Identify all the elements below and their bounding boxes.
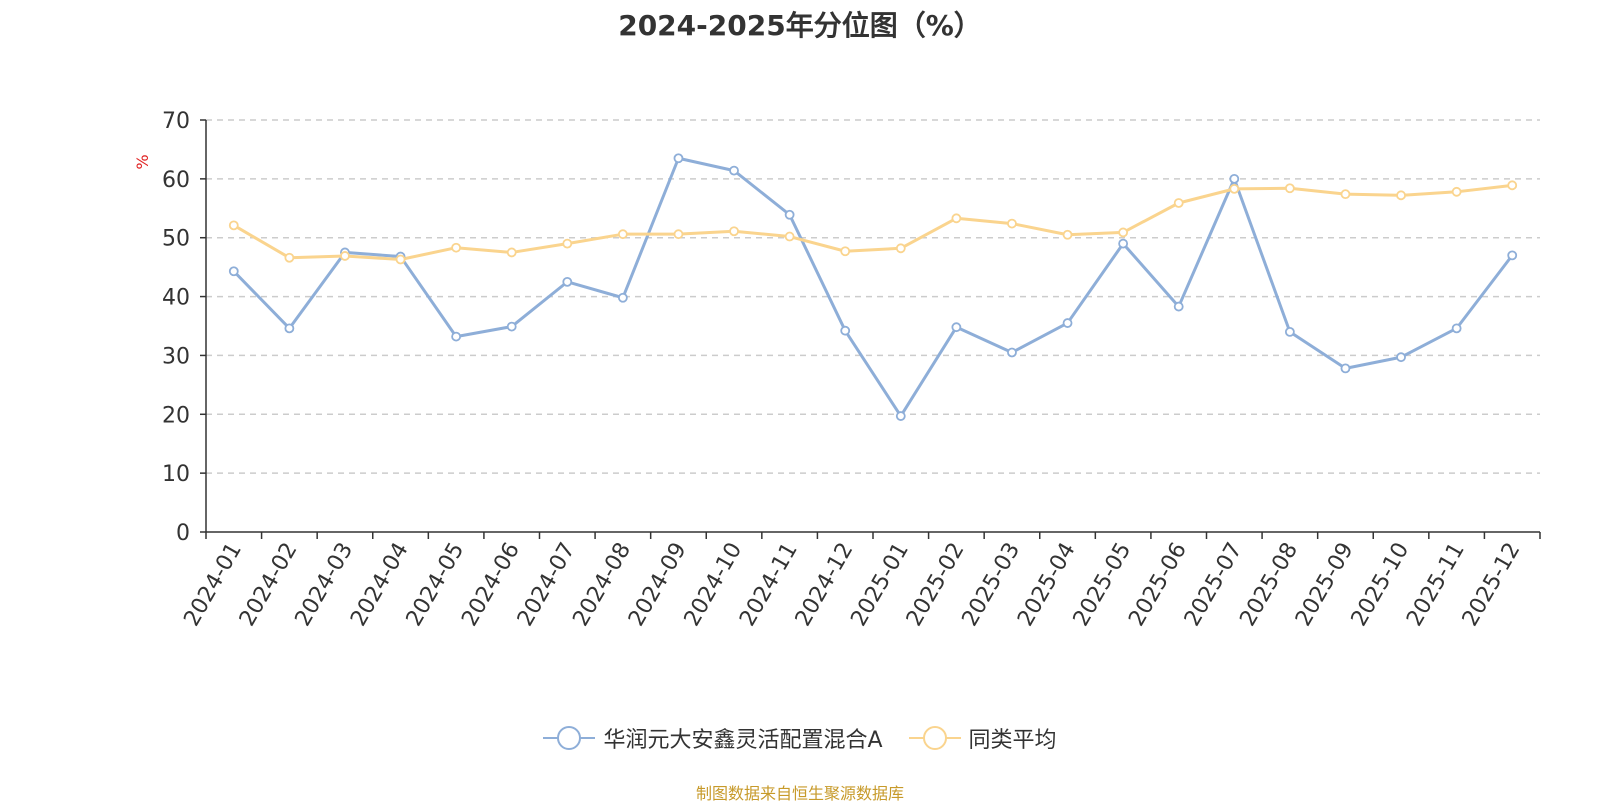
data-point-1[interactable]	[617, 229, 628, 240]
data-point-1[interactable]	[729, 226, 739, 237]
legend-marker-average	[908, 726, 961, 750]
data-point-1[interactable]	[673, 229, 684, 240]
data-point-0[interactable]	[617, 292, 628, 303]
data-point-1[interactable]	[340, 251, 350, 261]
data-point-1[interactable]	[562, 238, 573, 249]
series-lines	[228, 153, 1518, 421]
y-tick-label: 20	[162, 403, 190, 428]
chart-title: 2024-2025年分位图（%）	[618, 9, 982, 42]
data-point-0[interactable]	[729, 165, 739, 176]
legend-label-fund: 华润元大安鑫灵活配置混合A	[603, 728, 883, 753]
data-point-0[interactable]	[284, 323, 295, 334]
data-point-0[interactable]	[228, 266, 239, 277]
series-line-1	[233, 183, 1513, 261]
legend-item-fund[interactable]: 华润元大安鑫灵活配置混合A	[543, 722, 883, 754]
y-tick-label: 60	[162, 168, 190, 193]
data-point-1[interactable]	[1173, 198, 1184, 208]
y-axis-unit-label: %	[133, 154, 152, 169]
data-point-1[interactable]	[1062, 229, 1073, 240]
data-point-1[interactable]	[451, 242, 462, 253]
data-point-0[interactable]	[506, 321, 517, 332]
data-point-1[interactable]	[1007, 218, 1017, 229]
y-tick-label: 0	[176, 521, 190, 546]
legend-label-average: 同类平均	[968, 728, 1057, 753]
data-point-0[interactable]	[1507, 250, 1518, 261]
data-point-0[interactable]	[562, 276, 573, 287]
source-note: 制图数据来自恒生聚源数据库	[695, 784, 904, 803]
data-point-1[interactable]	[1507, 180, 1518, 191]
data-point-1[interactable]	[228, 220, 239, 231]
data-point-0[interactable]	[840, 325, 851, 336]
chart-legend: 华润元大安鑫灵活配置混合A 同类平均	[0, 722, 1600, 754]
data-point-0[interactable]	[1284, 326, 1295, 337]
data-point-1[interactable]	[951, 213, 962, 224]
data-point-1[interactable]	[1451, 186, 1462, 197]
y-tick-label: 10	[162, 462, 190, 487]
data-point-1[interactable]	[1396, 190, 1406, 201]
data-point-0[interactable]	[784, 209, 795, 220]
y-tick-label: 70	[162, 109, 190, 134]
data-point-0[interactable]	[1340, 363, 1351, 374]
data-point-1[interactable]	[1284, 183, 1295, 194]
axes: 0102030405060702024-012024-022024-032024…	[162, 109, 1541, 631]
data-point-1[interactable]	[1340, 189, 1351, 200]
data-point-0[interactable]	[1451, 323, 1462, 334]
data-point-1[interactable]	[784, 231, 795, 242]
data-point-1[interactable]	[506, 247, 517, 258]
y-tick-label: 40	[162, 286, 190, 311]
data-point-1[interactable]	[395, 254, 406, 265]
data-point-0[interactable]	[1173, 301, 1184, 312]
legend-marker-fund	[543, 726, 596, 750]
data-point-0[interactable]	[1118, 238, 1129, 249]
series-line-0	[232, 156, 1514, 418]
y-tick-label: 30	[162, 344, 190, 369]
data-point-1[interactable]	[1118, 227, 1129, 238]
data-point-0[interactable]	[951, 322, 962, 333]
grid-lines	[206, 119, 1540, 474]
data-point-0[interactable]	[1007, 347, 1017, 358]
data-point-1[interactable]	[1229, 183, 1240, 194]
data-point-1[interactable]	[284, 252, 295, 263]
data-point-0[interactable]	[1062, 318, 1073, 328]
data-point-1[interactable]	[840, 246, 851, 257]
data-point-0[interactable]	[895, 411, 906, 421]
legend-item-average[interactable]: 同类平均	[908, 722, 1057, 754]
data-point-1[interactable]	[895, 243, 906, 254]
data-point-0[interactable]	[451, 331, 462, 342]
data-point-0[interactable]	[673, 153, 684, 164]
data-point-0[interactable]	[1396, 352, 1406, 363]
y-tick-label: 50	[162, 227, 190, 252]
data-point-0[interactable]	[1229, 173, 1240, 184]
